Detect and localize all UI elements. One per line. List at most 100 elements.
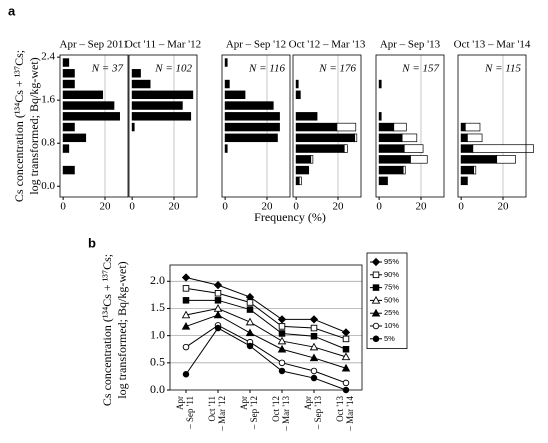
marker (341, 352, 351, 361)
line (185, 314, 347, 369)
legend-label: 90% (384, 270, 399, 279)
bar (295, 122, 338, 132)
x-axis-label: Frequency (%) (254, 210, 326, 224)
bar (224, 101, 274, 110)
panel-title: Apr – Sep 2011 (60, 39, 129, 51)
bar (62, 101, 115, 110)
bar (378, 112, 382, 121)
bar (131, 122, 135, 132)
bar (378, 122, 395, 132)
marker (245, 328, 255, 337)
bar (460, 165, 475, 175)
marker (278, 330, 286, 337)
panel-title: Oct '12 – Mar '13 (289, 39, 366, 51)
legend-marker (372, 322, 380, 330)
x-tick-label: 20 (332, 201, 344, 213)
x-tick-label: 0 (129, 201, 135, 213)
x-tick-label: 20 (261, 201, 273, 213)
annotation: N = 176 (318, 63, 356, 75)
marker (342, 386, 350, 394)
y-tick-label: 2.0 (150, 273, 165, 287)
bar (310, 155, 314, 164)
bar (378, 79, 382, 89)
marker (278, 359, 286, 367)
bar (403, 144, 424, 153)
panel-frame (292, 54, 362, 198)
bar (62, 90, 104, 100)
line (185, 287, 347, 340)
x-tick-label: Apr (175, 396, 185, 410)
y-axis-label: log transformed; Bq/kg-wet) (27, 57, 41, 194)
y-tick-label: 0.8 (41, 137, 55, 149)
marker (277, 315, 287, 324)
x-tick-label: Apr (239, 396, 249, 410)
bar (410, 155, 428, 164)
bar (336, 122, 357, 132)
y-tick-label: 1.6 (41, 94, 55, 106)
marker (182, 343, 190, 351)
y-tick-label: 1.0 (150, 327, 165, 341)
x-tick-label: – Sep '13 (313, 396, 323, 431)
panel-title: Apr – Sep '13 (380, 39, 441, 51)
bar (62, 165, 75, 175)
panel-frame (128, 54, 198, 198)
line (185, 324, 347, 384)
marker (246, 306, 254, 313)
bar (131, 90, 194, 100)
bar (295, 155, 312, 164)
bar (354, 133, 358, 143)
y-tick-label: 2.4 (41, 51, 55, 63)
line (185, 307, 347, 358)
panel-frame (59, 54, 129, 198)
x-tick-label: – Mar '13 (281, 396, 291, 432)
line (185, 277, 347, 333)
legend-label: 50% (384, 295, 399, 304)
legend-marker (371, 257, 381, 267)
marker (342, 335, 350, 343)
marker (309, 315, 319, 324)
panel-label: a (8, 3, 16, 18)
y-axis-label: Cs concentration (¹³⁴Cs + ¹³⁷Cs; (100, 254, 114, 406)
bar (464, 122, 481, 132)
marker (214, 297, 222, 304)
line (185, 327, 347, 391)
bar (224, 122, 280, 132)
bar (472, 144, 534, 153)
x-tick-label: 0 (222, 201, 228, 213)
marker (310, 367, 318, 375)
legend-marker (372, 284, 380, 291)
annotation: N = 157 (401, 63, 439, 75)
panel-title: Oct '11 – Mar '12 (125, 39, 201, 51)
marker (310, 324, 318, 332)
x-tick-label: Oct '12 (271, 396, 281, 422)
bar (131, 69, 141, 78)
annotation: N = 37 (91, 63, 124, 75)
bar (295, 90, 301, 100)
bar (131, 112, 192, 121)
legend-marker (371, 295, 381, 304)
marker (245, 317, 255, 326)
bar (224, 79, 230, 89)
bar (467, 133, 483, 143)
bar (295, 176, 300, 186)
bar (393, 122, 407, 132)
marker (182, 370, 190, 378)
bar (460, 122, 466, 132)
legend-marker (372, 271, 380, 279)
x-tick-label: 20 (99, 201, 111, 213)
x-tick-label: Oct '11 (207, 396, 217, 422)
bar (378, 176, 388, 186)
x-tick-label: 0 (293, 201, 299, 213)
panel-title: Apr – Sep '12 (226, 39, 286, 51)
bar (224, 58, 228, 67)
bar (295, 144, 345, 153)
marker (277, 344, 287, 353)
x-tick-label: 0 (60, 201, 66, 213)
marker (278, 323, 286, 330)
bar (460, 133, 468, 143)
bar (378, 144, 405, 153)
marker (213, 280, 223, 290)
panel-title: Oct '13 – Mar '14 (454, 39, 531, 51)
marker (214, 324, 222, 332)
marker (341, 328, 351, 337)
